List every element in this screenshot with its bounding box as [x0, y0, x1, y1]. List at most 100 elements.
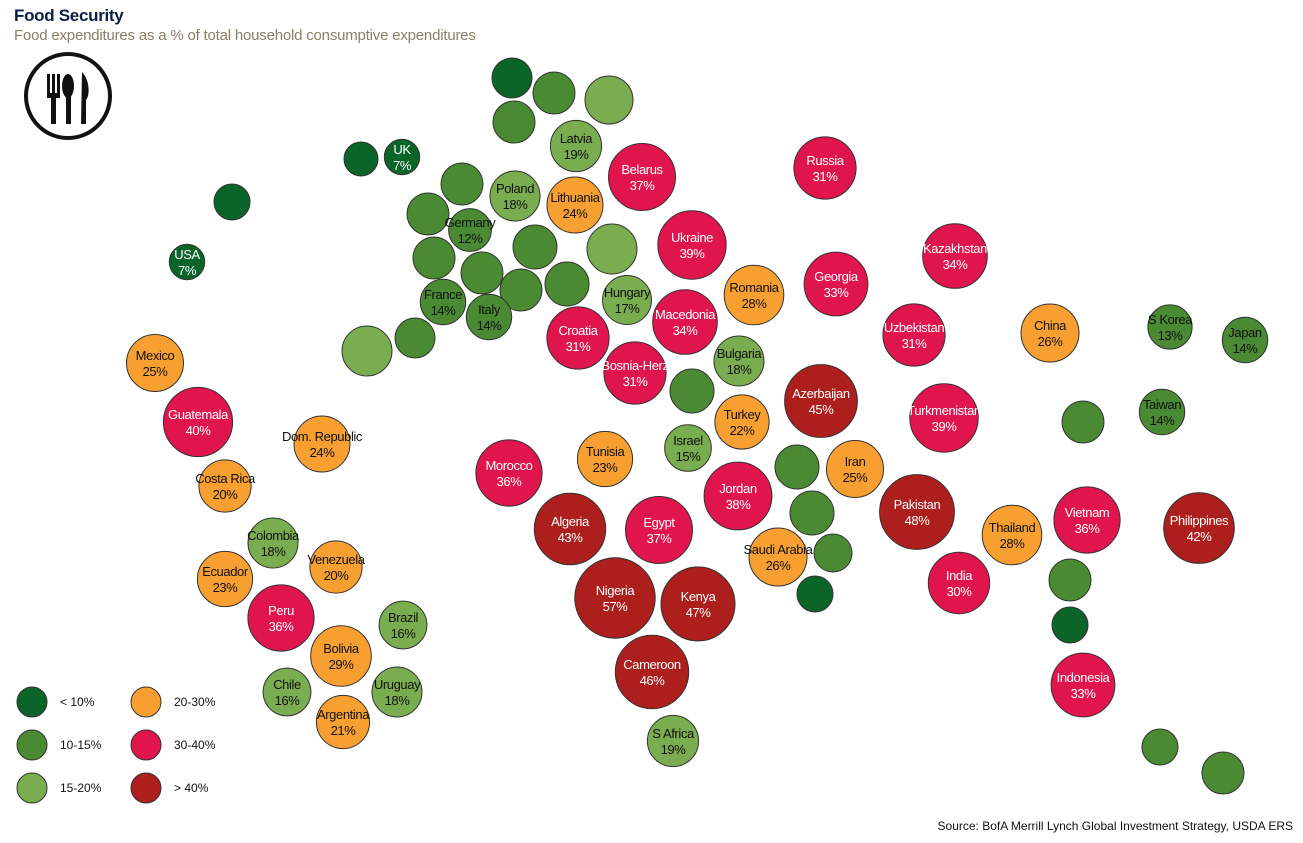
bubble-value-label: 25% — [843, 470, 869, 485]
unlabeled-bubble — [343, 141, 379, 177]
legend-swatch — [16, 772, 48, 804]
legend-swatch — [16, 729, 48, 761]
bubble-country-label: Thailand — [989, 520, 1036, 535]
bubble-country-label: UK — [393, 142, 411, 157]
bubble-circle — [660, 566, 736, 642]
unlabeled-bubble — [1141, 728, 1179, 766]
bubble-value-label: 25% — [143, 364, 169, 379]
bubble-value-label: 34% — [943, 257, 969, 272]
bubble-value-label: 40% — [186, 423, 212, 438]
bubble-value-label: 57% — [603, 599, 629, 614]
bubble-circle — [1020, 303, 1080, 363]
bubble-value-label: 18% — [385, 693, 411, 708]
bubble-circle — [664, 424, 712, 472]
bubble-country-label: Morocco — [485, 458, 532, 473]
bubble-country-label: France — [424, 287, 462, 302]
bubble-country-label: Georgia — [814, 269, 859, 284]
bubble-value-label: 29% — [329, 657, 355, 672]
bubble-country-label: Pakistan — [894, 497, 941, 512]
bubble-country-label: Vietnam — [1065, 505, 1110, 520]
bubble-country-label: Israel — [673, 433, 703, 448]
bubble-country-label: Egypt — [643, 515, 675, 530]
bubble-value-label: 19% — [564, 147, 590, 162]
bubble-circle — [723, 264, 785, 326]
bubble-circle — [1053, 486, 1121, 554]
bubble-value-label: 28% — [1000, 536, 1026, 551]
bubble-value-label: 33% — [824, 285, 850, 300]
bubble-value-label: 21% — [331, 723, 357, 738]
unlabeled-bubble — [460, 251, 504, 295]
bubble-country-label: Cameroon — [623, 657, 681, 672]
bubble-country-label: Costa Rica — [195, 471, 256, 486]
bubble-circle — [419, 278, 467, 326]
bubble-circle — [196, 550, 254, 608]
bubble-circle — [383, 138, 421, 176]
unlabeled-bubble — [586, 223, 638, 275]
bubble-country-label: Croatia — [558, 323, 598, 338]
bubble-country-label: Belarus — [621, 162, 663, 177]
bubble-uk: UK7% — [383, 138, 421, 176]
bubble-circle — [465, 293, 513, 341]
bubble-country-label: Turkmenistan — [907, 403, 981, 418]
bubble-country-label: Jordan — [719, 481, 757, 496]
bubble-value-label: 14% — [1233, 341, 1259, 356]
bubble-country-label: Macedonia — [655, 307, 716, 322]
unlabeled-bubble — [492, 100, 536, 144]
bubble-country-label: Indonesia — [1057, 670, 1111, 685]
bubble-circle — [614, 634, 690, 710]
bubble-circle — [879, 474, 955, 550]
unlabeled-bubble — [669, 368, 715, 414]
legend-item-15to20: 15-20% — [16, 772, 102, 804]
bubble-value-label: 22% — [730, 423, 756, 438]
bubble-country-label: Latvia — [560, 131, 593, 146]
bubble-country-label: Algeria — [551, 514, 590, 529]
bubble-circle — [198, 459, 252, 513]
bubble-value-label: 47% — [686, 605, 712, 620]
bubble-country-label: Uzbekistan — [884, 320, 944, 335]
bubble-country-label: Chile — [273, 677, 301, 692]
bubble-circle — [378, 600, 428, 650]
legend-label: < 10% — [60, 695, 95, 709]
bubble-value-label: 39% — [680, 246, 706, 261]
bubble-value-label: 13% — [1158, 328, 1184, 343]
bubble-circle — [652, 289, 718, 355]
bubble-circle — [262, 667, 312, 717]
legend-swatch — [130, 772, 162, 804]
bubble-country-label: Venezuela — [307, 552, 365, 567]
bubble-country-label: S Korea — [1148, 312, 1193, 327]
bubble-circle — [1138, 388, 1186, 436]
bubble-circle — [576, 430, 634, 488]
legend-label: 20-30% — [174, 695, 216, 709]
bubble-country-label: Kenya — [681, 589, 717, 604]
bubble-circle — [533, 492, 607, 566]
bubble-circle — [927, 551, 991, 615]
unlabeled-bubble — [584, 75, 634, 125]
unlabeled-bubble — [341, 325, 393, 377]
bubble-value-label: 48% — [905, 513, 931, 528]
legend-item-10to15: 10-15% — [16, 729, 102, 761]
bubble-value-label: 7% — [178, 263, 197, 278]
legend-swatch — [130, 686, 162, 718]
bubble-circle — [549, 119, 603, 173]
legend-label: > 40% — [174, 781, 209, 795]
bubble-country-label: Argentina — [317, 707, 370, 722]
bubble-value-label: 24% — [563, 206, 589, 221]
